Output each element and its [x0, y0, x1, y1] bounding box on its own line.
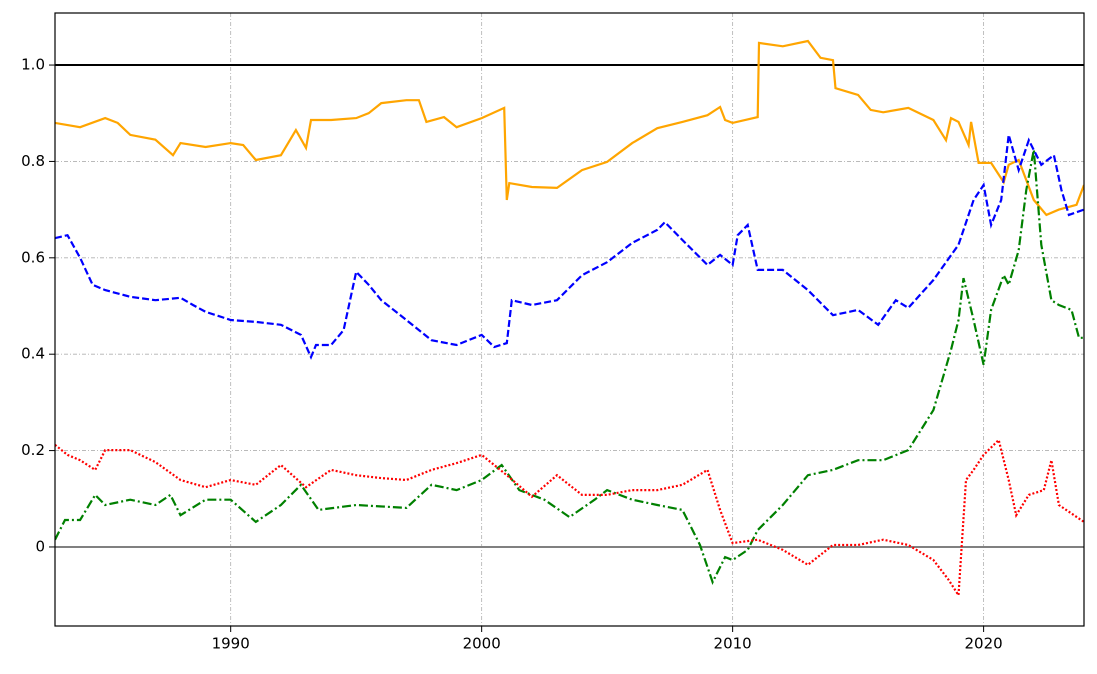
- x-tick-label: 1990: [212, 635, 250, 653]
- series-line: [55, 39, 1084, 217]
- x-tick-label: 2020: [965, 635, 1003, 653]
- series-line: [55, 134, 1084, 360]
- y-tick-label: 0.2: [21, 441, 45, 459]
- series-line: [55, 437, 1084, 599]
- series-line: [55, 149, 1084, 585]
- y-tick-label: 0.4: [21, 345, 45, 363]
- x-tick-label: 2000: [463, 635, 501, 653]
- x-tick-label: 2010: [714, 635, 752, 653]
- y-tick-label: 0.6: [21, 248, 45, 266]
- y-tick-label: 1.0: [21, 56, 45, 74]
- y-tick-label: 0.8: [21, 152, 45, 170]
- plot-frame: [54, 12, 1085, 627]
- y-tick-label: 0: [35, 537, 45, 555]
